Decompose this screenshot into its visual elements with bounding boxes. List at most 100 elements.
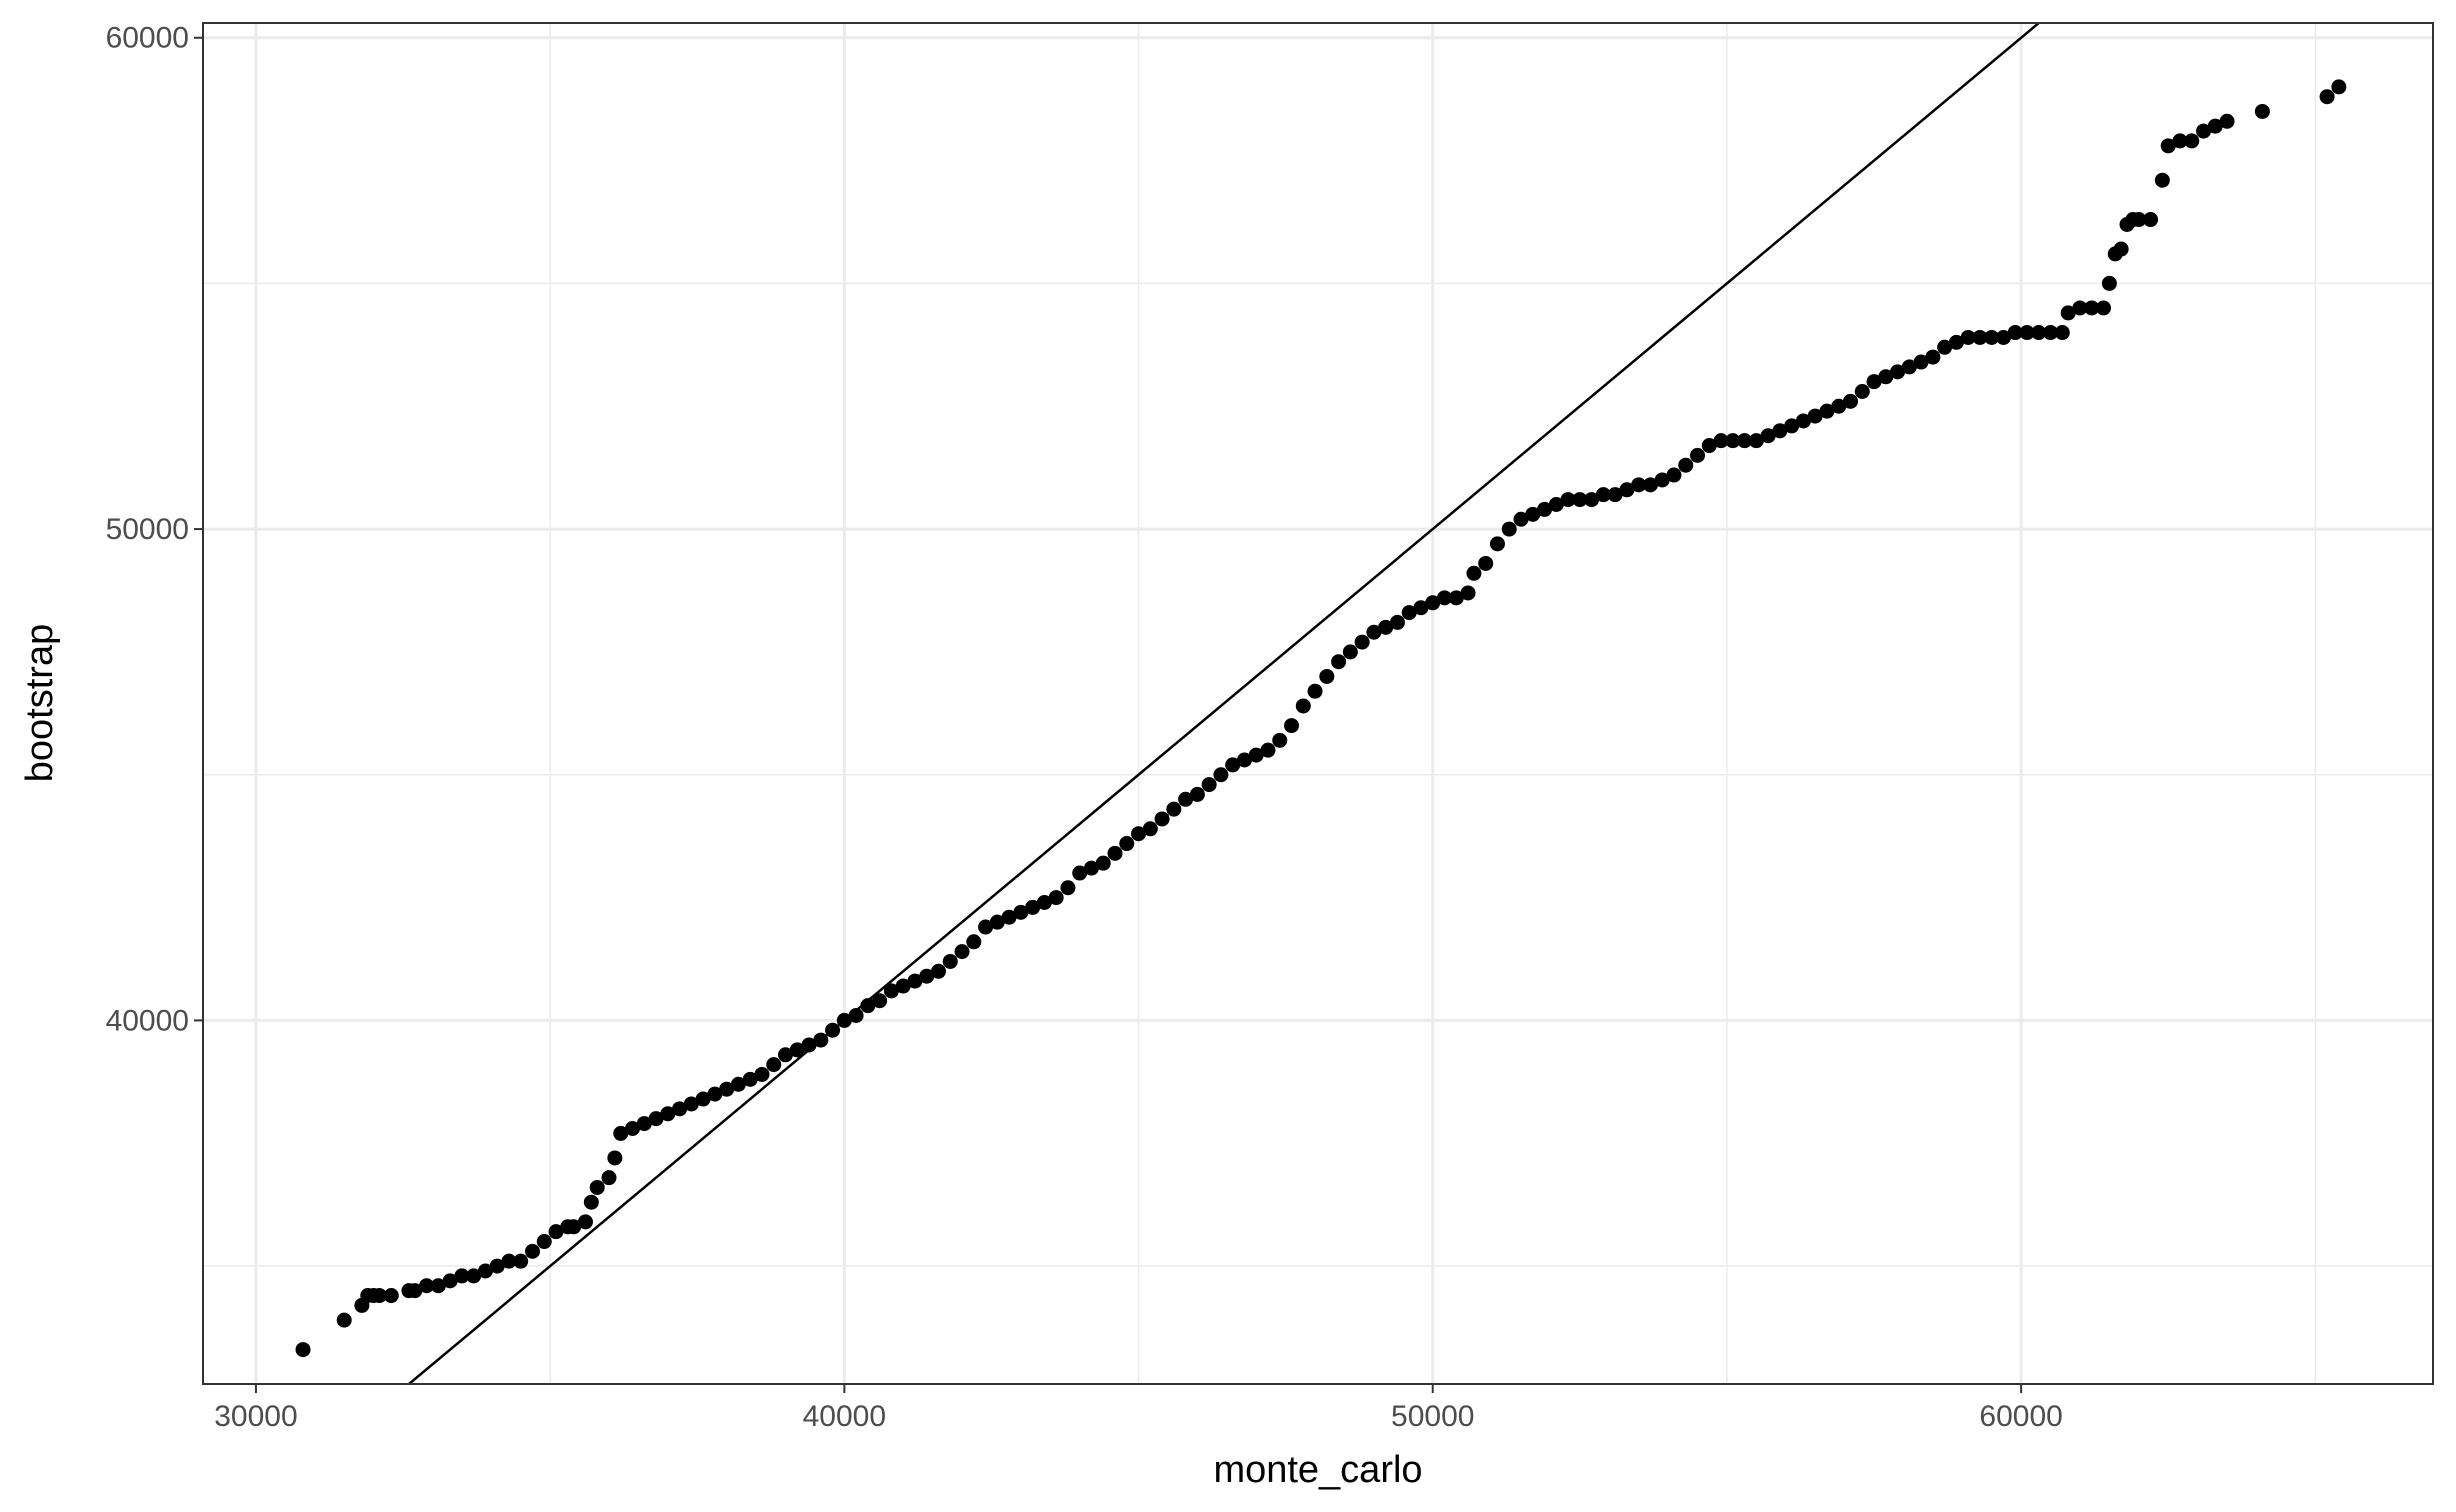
data-point [930, 963, 946, 979]
data-point [489, 1258, 505, 1274]
data-point [660, 1106, 676, 1122]
data-point [707, 1086, 723, 1102]
y-tick-label: 40000 [106, 1004, 189, 1037]
data-point [1937, 339, 1953, 355]
data-point [383, 1288, 399, 1304]
data-point [836, 1012, 852, 1028]
x-tick-label: 50000 [1391, 1400, 1474, 1433]
data-point [2096, 300, 2112, 316]
data-point [1584, 492, 1600, 508]
data-point [1784, 418, 1800, 434]
data-point [1437, 590, 1453, 606]
data-point [1201, 777, 1217, 793]
panel-background [203, 23, 2433, 1384]
data-point [513, 1253, 529, 1269]
data-point [1060, 880, 1076, 896]
data-point [1831, 398, 1847, 414]
data-point [1319, 668, 1335, 684]
data-point [1154, 811, 1170, 827]
data-point [524, 1243, 540, 1259]
data-point [589, 1179, 605, 1195]
data-point [1260, 742, 1276, 758]
data-point [1166, 801, 1182, 817]
data-point [1331, 654, 1347, 670]
data-point [2143, 212, 2159, 228]
data-point [583, 1194, 599, 1210]
data-point [966, 934, 982, 950]
data-point [730, 1076, 746, 1092]
data-point [2101, 275, 2117, 291]
data-point [625, 1121, 641, 1137]
data-point [1489, 536, 1505, 552]
data-point [1425, 595, 1441, 611]
data-point [295, 1342, 311, 1358]
data-point [1607, 487, 1623, 503]
data-point [895, 978, 911, 994]
data-point [2060, 305, 2076, 321]
data-point [1854, 384, 1870, 400]
data-point [742, 1071, 758, 1087]
data-point [2043, 325, 2059, 341]
data-point [1901, 359, 1917, 375]
reference-line-layer [406, 23, 2041, 1384]
data-point [2184, 133, 2200, 149]
data-point [1948, 334, 1964, 350]
data-point [1619, 482, 1635, 498]
data-point [1401, 605, 1417, 621]
data-point [1772, 423, 1788, 439]
data-point [1142, 821, 1158, 837]
x-axis-title: monte_carlo [1213, 1449, 1422, 1491]
data-point [2219, 113, 2235, 129]
data-point [1095, 855, 1111, 871]
data-point [1307, 683, 1323, 699]
gridlines [203, 23, 2433, 1384]
data-point [1378, 619, 1394, 635]
data-point [613, 1125, 629, 1141]
data-point [1189, 786, 1205, 802]
data-point [1725, 433, 1741, 449]
data-point [1842, 393, 1858, 409]
data-point [1819, 403, 1835, 419]
x-tick-label: 60000 [1979, 1400, 2062, 1433]
axes: 30000 40000 50000 60000 40000 50000 60000 [106, 22, 2063, 1433]
data-point [2131, 212, 2147, 228]
data-point [648, 1111, 664, 1127]
data-point [1354, 634, 1370, 650]
data-point [407, 1283, 423, 1299]
data-point [466, 1268, 482, 1284]
data-point [989, 914, 1005, 930]
x-tick-label: 40000 [803, 1400, 886, 1433]
data-point [789, 1042, 805, 1058]
data-point [801, 1037, 817, 1053]
data-point [695, 1091, 711, 1107]
data-point [1795, 413, 1811, 429]
data-point [1972, 329, 1988, 345]
data-point [907, 973, 923, 989]
data-point [1807, 408, 1823, 424]
data-point [872, 993, 888, 1009]
data-point [1678, 457, 1694, 473]
data-point [2319, 89, 2335, 105]
data-point [1107, 845, 1123, 861]
data-point [2113, 241, 2129, 257]
data-point [636, 1116, 652, 1132]
data-point [825, 1022, 841, 1038]
data-point [1560, 492, 1576, 508]
data-point [883, 983, 899, 999]
data-point [419, 1278, 435, 1294]
data-point [766, 1057, 782, 1073]
data-point [719, 1081, 735, 1097]
data-point [501, 1253, 517, 1269]
data-point [1548, 497, 1564, 513]
data-point [1048, 890, 1064, 906]
data-point [1236, 752, 1252, 768]
data-point [1701, 438, 1717, 454]
data-point [1737, 433, 1753, 449]
data-point [1654, 472, 1670, 488]
data-point [1448, 590, 1464, 606]
data-point [1595, 487, 1611, 503]
data-point [2196, 123, 2212, 139]
data-point [954, 944, 970, 960]
data-point [1036, 894, 1052, 910]
data-point [477, 1263, 493, 1279]
